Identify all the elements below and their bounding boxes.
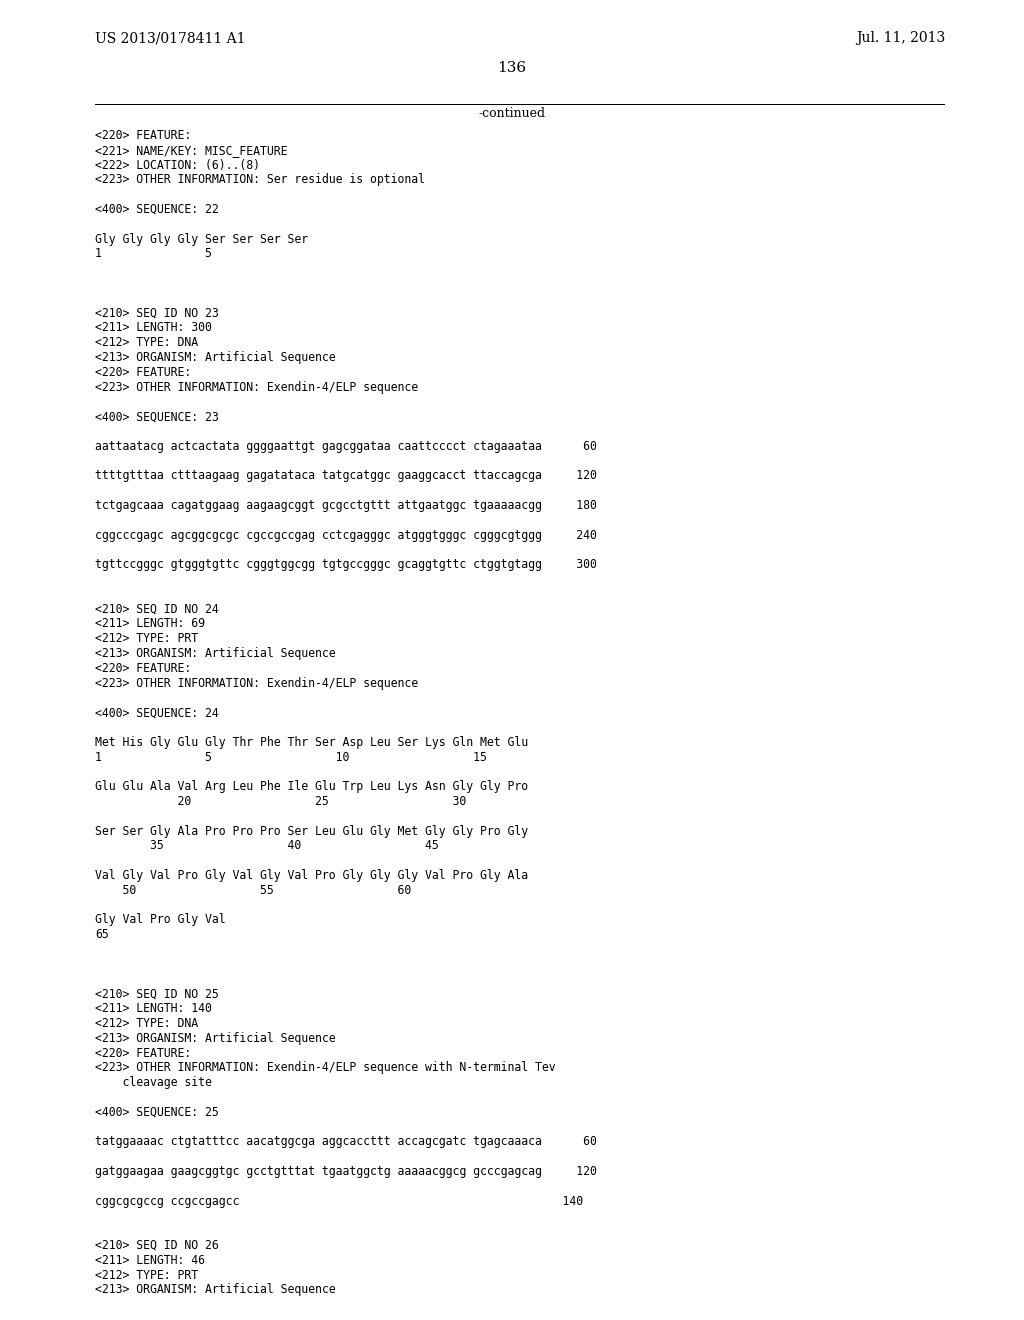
Text: <211> LENGTH: 140: <211> LENGTH: 140 bbox=[95, 1002, 212, 1015]
Text: <223> OTHER INFORMATION: Exendin-4/ELP sequence with N-terminal Tev: <223> OTHER INFORMATION: Exendin-4/ELP s… bbox=[95, 1061, 556, 1074]
Text: ttttgtttaa ctttaagaag gagatataca tatgcatggc gaaggcacct ttaccagcga     120: ttttgtttaa ctttaagaag gagatataca tatgcat… bbox=[95, 470, 597, 482]
Text: <220> FEATURE:: <220> FEATURE: bbox=[95, 366, 191, 379]
Text: <221> NAME/KEY: MISC_FEATURE: <221> NAME/KEY: MISC_FEATURE bbox=[95, 144, 288, 157]
Text: cggcccgagc agcggcgcgc cgccgccgag cctcgagggc atgggtgggc cgggcgtggg     240: cggcccgagc agcggcgcgc cgccgccgag cctcgag… bbox=[95, 528, 597, 541]
Text: <400> SEQUENCE: 23: <400> SEQUENCE: 23 bbox=[95, 411, 219, 424]
Text: tatggaaaac ctgtatttcc aacatggcga aggcaccttt accagcgatc tgagcaaaca      60: tatggaaaac ctgtatttcc aacatggcga aggcacc… bbox=[95, 1135, 597, 1148]
Text: Met His Gly Glu Gly Thr Phe Thr Ser Asp Leu Ser Lys Gln Met Glu: Met His Gly Glu Gly Thr Phe Thr Ser Asp … bbox=[95, 735, 528, 748]
Text: Val Gly Val Pro Gly Val Gly Val Pro Gly Gly Gly Val Pro Gly Ala: Val Gly Val Pro Gly Val Gly Val Pro Gly … bbox=[95, 869, 528, 882]
Text: Gly Val Pro Gly Val: Gly Val Pro Gly Val bbox=[95, 913, 225, 927]
Text: 1               5                  10                  15: 1 5 10 15 bbox=[95, 751, 486, 763]
Text: <212> TYPE: DNA: <212> TYPE: DNA bbox=[95, 337, 198, 350]
Text: <223> OTHER INFORMATION: Exendin-4/ELP sequence: <223> OTHER INFORMATION: Exendin-4/ELP s… bbox=[95, 380, 418, 393]
Text: tgttccgggc gtgggtgttc cgggtggcgg tgtgccgggc gcaggtgttc ctggtgtagg     300: tgttccgggc gtgggtgttc cgggtggcgg tgtgccg… bbox=[95, 558, 597, 572]
Text: 65: 65 bbox=[95, 928, 109, 941]
Text: <220> FEATURE:: <220> FEATURE: bbox=[95, 1047, 191, 1060]
Text: <223> OTHER INFORMATION: Exendin-4/ELP sequence: <223> OTHER INFORMATION: Exendin-4/ELP s… bbox=[95, 677, 418, 689]
Text: 136: 136 bbox=[498, 61, 526, 75]
Text: 20                  25                  30: 20 25 30 bbox=[95, 795, 466, 808]
Text: <213> ORGANISM: Artificial Sequence: <213> ORGANISM: Artificial Sequence bbox=[95, 647, 336, 660]
Text: <220> FEATURE:: <220> FEATURE: bbox=[95, 661, 191, 675]
Text: US 2013/0178411 A1: US 2013/0178411 A1 bbox=[95, 30, 246, 45]
Text: 35                  40                  45: 35 40 45 bbox=[95, 840, 438, 853]
Text: <213> ORGANISM: Artificial Sequence: <213> ORGANISM: Artificial Sequence bbox=[95, 1032, 336, 1045]
Text: <211> LENGTH: 300: <211> LENGTH: 300 bbox=[95, 321, 212, 334]
Text: cleavage site: cleavage site bbox=[95, 1076, 212, 1089]
Text: <213> ORGANISM: Artificial Sequence: <213> ORGANISM: Artificial Sequence bbox=[95, 1283, 336, 1296]
Text: Gly Gly Gly Gly Ser Ser Ser Ser: Gly Gly Gly Gly Ser Ser Ser Ser bbox=[95, 232, 308, 246]
Text: <220> FEATURE:: <220> FEATURE: bbox=[95, 129, 191, 143]
Text: <400> SEQUENCE: 22: <400> SEQUENCE: 22 bbox=[95, 203, 219, 216]
Text: <213> ORGANISM: Artificial Sequence: <213> ORGANISM: Artificial Sequence bbox=[95, 351, 336, 364]
Text: gatggaagaa gaagcggtgc gcctgtttat tgaatggctg aaaaacggcg gcccgagcag     120: gatggaagaa gaagcggtgc gcctgtttat tgaatgg… bbox=[95, 1166, 597, 1177]
Text: <211> LENGTH: 69: <211> LENGTH: 69 bbox=[95, 618, 205, 631]
Text: <212> TYPE: PRT: <212> TYPE: PRT bbox=[95, 1269, 198, 1282]
Text: <400> SEQUENCE: 25: <400> SEQUENCE: 25 bbox=[95, 1106, 219, 1119]
Text: <210> SEQ ID NO 26: <210> SEQ ID NO 26 bbox=[95, 1239, 219, 1251]
Text: <210> SEQ ID NO 24: <210> SEQ ID NO 24 bbox=[95, 603, 219, 615]
Text: <210> SEQ ID NO 25: <210> SEQ ID NO 25 bbox=[95, 987, 219, 1001]
Text: <211> LENGTH: 46: <211> LENGTH: 46 bbox=[95, 1254, 205, 1267]
Text: <223> OTHER INFORMATION: Ser residue is optional: <223> OTHER INFORMATION: Ser residue is … bbox=[95, 173, 425, 186]
Text: <212> TYPE: DNA: <212> TYPE: DNA bbox=[95, 1016, 198, 1030]
Text: Ser Ser Gly Ala Pro Pro Pro Ser Leu Glu Gly Met Gly Gly Pro Gly: Ser Ser Gly Ala Pro Pro Pro Ser Leu Glu … bbox=[95, 825, 528, 838]
Text: aattaatacg actcactata ggggaattgt gagcggataa caattcccct ctagaaataa      60: aattaatacg actcactata ggggaattgt gagcgga… bbox=[95, 440, 597, 453]
Text: Glu Glu Ala Val Arg Leu Phe Ile Glu Trp Leu Lys Asn Gly Gly Pro: Glu Glu Ala Val Arg Leu Phe Ile Glu Trp … bbox=[95, 780, 528, 793]
Text: cggcgcgccg ccgccgagcc                                               140: cggcgcgccg ccgccgagcc 140 bbox=[95, 1195, 583, 1208]
Text: <400> SEQUENCE: 24: <400> SEQUENCE: 24 bbox=[95, 706, 219, 719]
Text: Jul. 11, 2013: Jul. 11, 2013 bbox=[856, 30, 945, 45]
Text: 50                  55                  60: 50 55 60 bbox=[95, 884, 412, 896]
Text: 1               5: 1 5 bbox=[95, 247, 212, 260]
Text: tctgagcaaa cagatggaag aagaagcggt gcgcctgttt attgaatggc tgaaaaacgg     180: tctgagcaaa cagatggaag aagaagcggt gcgcctg… bbox=[95, 499, 597, 512]
Text: -continued: -continued bbox=[478, 107, 546, 120]
Text: <210> SEQ ID NO 23: <210> SEQ ID NO 23 bbox=[95, 306, 219, 319]
Text: <212> TYPE: PRT: <212> TYPE: PRT bbox=[95, 632, 198, 645]
Text: <222> LOCATION: (6)..(8): <222> LOCATION: (6)..(8) bbox=[95, 158, 260, 172]
